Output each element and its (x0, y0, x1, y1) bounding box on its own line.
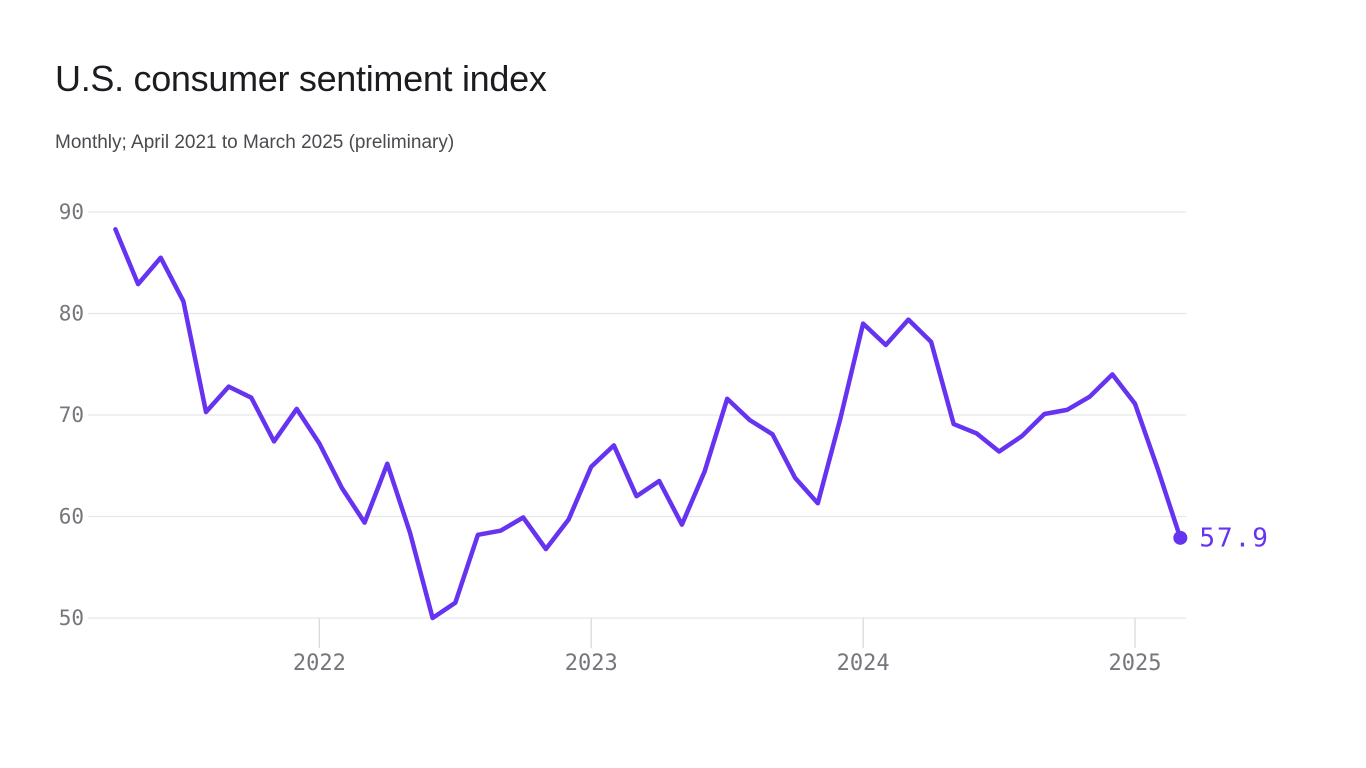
x-axis-label: 2022 (293, 651, 346, 676)
y-axis-label: 60 (59, 505, 84, 529)
x-axis-label: 2025 (1109, 651, 1162, 676)
y-axis-label: 50 (59, 606, 84, 630)
x-axis-label: 2023 (565, 651, 618, 676)
latest-value-label: 57.9 (1199, 523, 1270, 553)
sentiment-line (113, 227, 1183, 621)
latest-point-dot (1173, 530, 1188, 545)
chart-title: U.S. consumer sentiment index (55, 58, 547, 99)
y-axis-label: 80 (59, 302, 84, 326)
y-axis-label: 90 (59, 200, 84, 224)
chart-subtitle: Monthly; April 2021 to March 2025 (preli… (55, 132, 455, 153)
x-axis-label: 2024 (837, 651, 890, 676)
y-axis-label: 70 (59, 403, 84, 427)
